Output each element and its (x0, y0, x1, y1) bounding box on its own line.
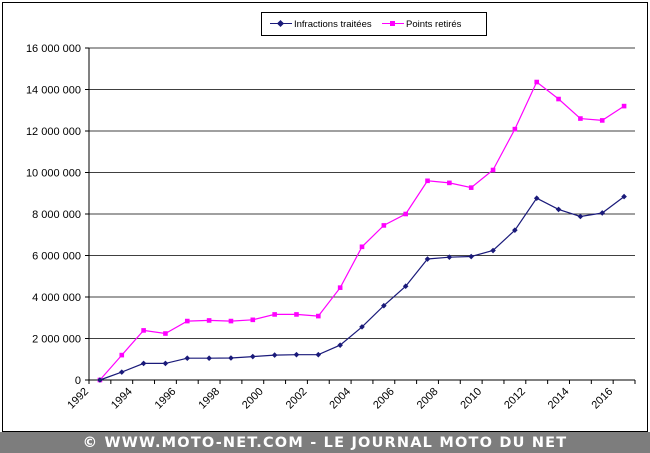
data-point-points (141, 328, 146, 333)
data-point-points (163, 331, 168, 336)
data-point-points (403, 211, 408, 217)
legend-square-marker (382, 19, 404, 29)
data-point-infractions (337, 342, 343, 348)
data-point-infractions (250, 353, 256, 360)
data-point-infractions (402, 283, 409, 290)
data-point-infractions (599, 210, 606, 216)
y-tick-label: 6 000 000 (32, 251, 81, 263)
data-point-infractions (97, 377, 103, 383)
x-tick-label: 1994 (109, 386, 135, 412)
data-point-points (184, 318, 190, 324)
legend-label-infractions: Infractions traitées (294, 18, 372, 30)
x-tick-label: 2008 (415, 386, 441, 412)
data-point-points (250, 317, 256, 323)
legend-item-infractions: Infractions traitées (270, 13, 372, 35)
data-point-points (578, 116, 583, 121)
data-point-infractions (271, 352, 278, 358)
x-tick-label: 2006 (371, 386, 397, 412)
x-tick-label: 2002 (284, 386, 310, 412)
data-point-points (337, 285, 343, 290)
data-point-points (468, 185, 474, 190)
data-point-infractions (555, 206, 562, 213)
data-point-points (206, 318, 212, 323)
data-point-points (381, 223, 387, 228)
data-point-infractions (577, 213, 584, 220)
data-point-points (556, 96, 561, 102)
data-point-infractions (293, 351, 300, 358)
legend-item-points: Points retirés (382, 13, 461, 35)
y-tick-label: 14 000 000 (26, 85, 81, 97)
chart-legend: Infractions traitées Points retirés (261, 12, 487, 36)
data-point-infractions (468, 253, 474, 260)
series-line-infractions (99, 196, 625, 381)
data-point-infractions (206, 355, 212, 362)
data-point-points (294, 312, 299, 317)
data-point-infractions (184, 355, 191, 362)
data-point-points (621, 103, 627, 109)
legend-label-points: Points retirés (406, 18, 462, 30)
data-point-points (599, 118, 605, 123)
data-point-infractions (140, 360, 147, 367)
y-tick-label: 16 000 000 (26, 43, 81, 55)
site-footer-banner: © WWW.MOTO-NET.COM - LE JOURNAL MOTO DU … (0, 432, 650, 453)
y-tick-label: 12 000 000 (26, 126, 81, 138)
data-point-infractions (359, 324, 365, 330)
data-point-infractions (512, 227, 518, 233)
data-point-infractions (621, 193, 627, 200)
data-point-infractions (533, 195, 540, 202)
data-point-infractions (424, 256, 431, 262)
x-tick-label: 1996 (153, 386, 179, 412)
series-line-points (99, 81, 625, 381)
data-point-infractions (381, 302, 387, 309)
chart-frame: 0 2 000 000 4 000 000 6 000 000 8 000 000 10 … (2, 2, 648, 432)
x-tick-label: 2012 (502, 386, 528, 412)
x-tick-label: 1992 (65, 386, 91, 412)
data-point-infractions (490, 247, 496, 254)
y-tick-label: 4 000 000 (32, 292, 81, 304)
data-point-points (447, 180, 452, 186)
data-point-points (316, 313, 321, 319)
data-point-infractions (446, 254, 453, 260)
data-point-points (425, 178, 430, 184)
y-tick-label: 0 (75, 375, 81, 387)
data-point-points (359, 244, 365, 250)
data-point-points (119, 352, 125, 358)
data-point-points (272, 312, 277, 317)
data-point-infractions (118, 369, 125, 375)
legend-diamond-marker (270, 19, 292, 29)
data-point-infractions (228, 355, 234, 361)
footer-text: © WWW.MOTO-NET.COM - LE JOURNAL MOTO DU … (82, 434, 568, 451)
data-point-points (228, 318, 234, 324)
y-tick-label: 8 000 000 (32, 209, 81, 221)
data-point-points (534, 79, 540, 85)
x-tick-label: 2000 (240, 386, 266, 412)
data-point-points (512, 126, 518, 132)
line-chart: 0 2 000 000 4 000 000 6 000 000 8 000 000 10 … (26, 43, 636, 412)
x-tick-label: 2010 (458, 386, 484, 412)
data-point-points (490, 167, 496, 173)
data-point-infractions (162, 360, 169, 367)
x-tick-label: 2004 (327, 386, 353, 412)
x-tick-label: 1998 (196, 386, 222, 412)
x-tick-label: 2016 (589, 386, 615, 412)
y-tick-label: 2 000 000 (32, 334, 81, 346)
x-tick-label: 2014 (546, 386, 572, 412)
data-point-infractions (315, 351, 322, 358)
y-tick-label: 10 000 000 (26, 168, 81, 180)
